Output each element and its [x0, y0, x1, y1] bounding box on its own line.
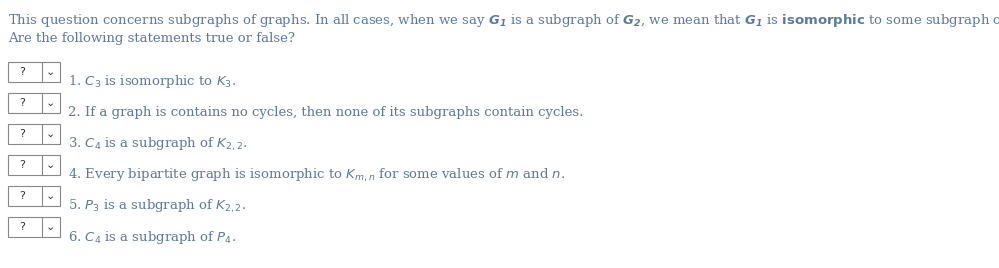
Text: 6. $\mathit{C}_4$ is a subgraph of $\mathit{P}_4$.: 6. $\mathit{C}_4$ is a subgraph of $\mat… [68, 229, 236, 245]
Text: 1. $\mathit{C}_3$ is isomorphic to $\mathit{K}_3$.: 1. $\mathit{C}_3$ is isomorphic to $\mat… [68, 73, 236, 91]
FancyBboxPatch shape [8, 62, 60, 82]
FancyBboxPatch shape [8, 155, 60, 175]
Text: ⌄: ⌄ [46, 191, 56, 201]
Text: ?: ? [20, 67, 26, 77]
Text: ?: ? [20, 98, 26, 108]
Text: ?: ? [20, 129, 26, 139]
Text: ?: ? [20, 191, 26, 201]
Text: 3. $\mathit{C}_4$ is a subgraph of $\mathit{K}_{2,2}$.: 3. $\mathit{C}_4$ is a subgraph of $\mat… [68, 135, 248, 152]
FancyBboxPatch shape [8, 217, 60, 237]
Text: This question concerns subgraphs of graphs. In all cases, when we say $\bfit{G}_: This question concerns subgraphs of grap… [8, 12, 999, 29]
Text: ⌄: ⌄ [46, 160, 56, 170]
Text: ⌄: ⌄ [46, 222, 56, 232]
Text: 4. Every bipartite graph is isomorphic to $\mathit{K}_{m,n}$ for some values of : 4. Every bipartite graph is isomorphic t… [68, 166, 565, 184]
Text: ?: ? [20, 222, 26, 232]
Text: 5. $\mathit{P}_3$ is a subgraph of $\mathit{K}_{2,2}$.: 5. $\mathit{P}_3$ is a subgraph of $\mat… [68, 198, 246, 215]
FancyBboxPatch shape [8, 93, 60, 113]
Text: ⌄: ⌄ [46, 67, 56, 77]
Text: ⌄: ⌄ [46, 129, 56, 139]
Text: Are the following statements true or false?: Are the following statements true or fal… [8, 32, 295, 45]
FancyBboxPatch shape [8, 186, 60, 206]
Text: 2. If a graph is contains no cycles, then none of its subgraphs contain cycles.: 2. If a graph is contains no cycles, the… [68, 106, 583, 120]
Text: ⌄: ⌄ [46, 98, 56, 108]
FancyBboxPatch shape [8, 124, 60, 144]
Text: ?: ? [20, 160, 26, 170]
